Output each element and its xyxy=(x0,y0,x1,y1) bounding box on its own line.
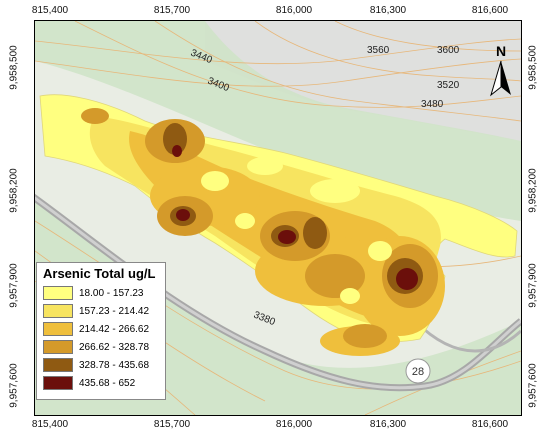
road-sign: 28 xyxy=(405,358,431,384)
legend-row: 266.62 - 328.78 xyxy=(43,339,159,355)
left-tick-label: 9,958,200 xyxy=(8,168,20,213)
road-sign-label: 28 xyxy=(412,366,424,378)
bottom-tick-label: 816,600 xyxy=(471,419,509,430)
legend-swatch xyxy=(43,286,73,300)
left-tick-label: 9,957,900 xyxy=(8,263,20,308)
bottom-tick-label: 815,700 xyxy=(153,419,191,430)
right-tick-label: 9,957,900 xyxy=(527,263,539,308)
legend-label: 18.00 - 157.23 xyxy=(79,287,144,299)
rocky-area xyxy=(205,21,521,141)
legend-swatch xyxy=(43,322,73,336)
bottom-tick-label: 815,400 xyxy=(31,419,69,430)
left-tick-label: 9,957,600 xyxy=(8,363,20,408)
legend-swatch xyxy=(43,358,73,372)
legend-swatch xyxy=(43,304,73,318)
legend-label: 157.23 - 214.42 xyxy=(79,305,150,317)
legend-row: 157.23 - 214.42 xyxy=(43,303,159,319)
vegetation-north xyxy=(35,21,521,221)
top-tick-label: 815,700 xyxy=(153,5,191,16)
top-tick-label: 816,600 xyxy=(471,5,509,16)
right-tick-label: 9,957,600 xyxy=(527,363,539,408)
legend-swatch xyxy=(43,340,73,354)
top-tick-label: 815,400 xyxy=(31,5,69,16)
top-tick-label: 816,000 xyxy=(275,5,313,16)
right-tick-label: 9,958,500 xyxy=(527,45,539,90)
legend-label: 435.68 - 652 xyxy=(79,377,136,389)
legend: Arsenic Total ug/L 18.00 - 157.23 157.23… xyxy=(36,262,166,400)
contour-label: 3520 xyxy=(437,80,460,91)
legend-swatch xyxy=(43,376,73,390)
right-tick-label: 9,958,200 xyxy=(527,168,539,213)
road-branch xyxy=(413,319,521,353)
legend-label: 214.42 - 266.62 xyxy=(79,323,150,335)
bottom-tick-label: 816,000 xyxy=(275,419,313,430)
legend-row: 18.00 - 157.23 xyxy=(43,285,159,301)
legend-title: Arsenic Total ug/L xyxy=(43,266,156,281)
legend-row: 435.68 - 652 xyxy=(43,375,159,391)
left-tick-label: 9,958,500 xyxy=(8,45,20,90)
north-arrow: N xyxy=(490,43,511,97)
road-centerline xyxy=(35,196,521,390)
legend-label: 328.78 - 435.68 xyxy=(79,359,150,371)
legend-label: 266.62 - 328.78 xyxy=(79,341,150,353)
legend-row: 214.42 - 266.62 xyxy=(43,321,159,337)
bottom-tick-label: 816,300 xyxy=(369,419,407,430)
north-arrow-label: N xyxy=(496,43,506,59)
top-tick-label: 816,300 xyxy=(369,5,407,16)
contour-label: 3480 xyxy=(421,99,444,110)
legend-row: 328.78 - 435.68 xyxy=(43,357,159,373)
contour-label: 3560 xyxy=(367,45,390,56)
arsenic-surface xyxy=(39,94,518,356)
contour-label: 3600 xyxy=(437,45,460,56)
